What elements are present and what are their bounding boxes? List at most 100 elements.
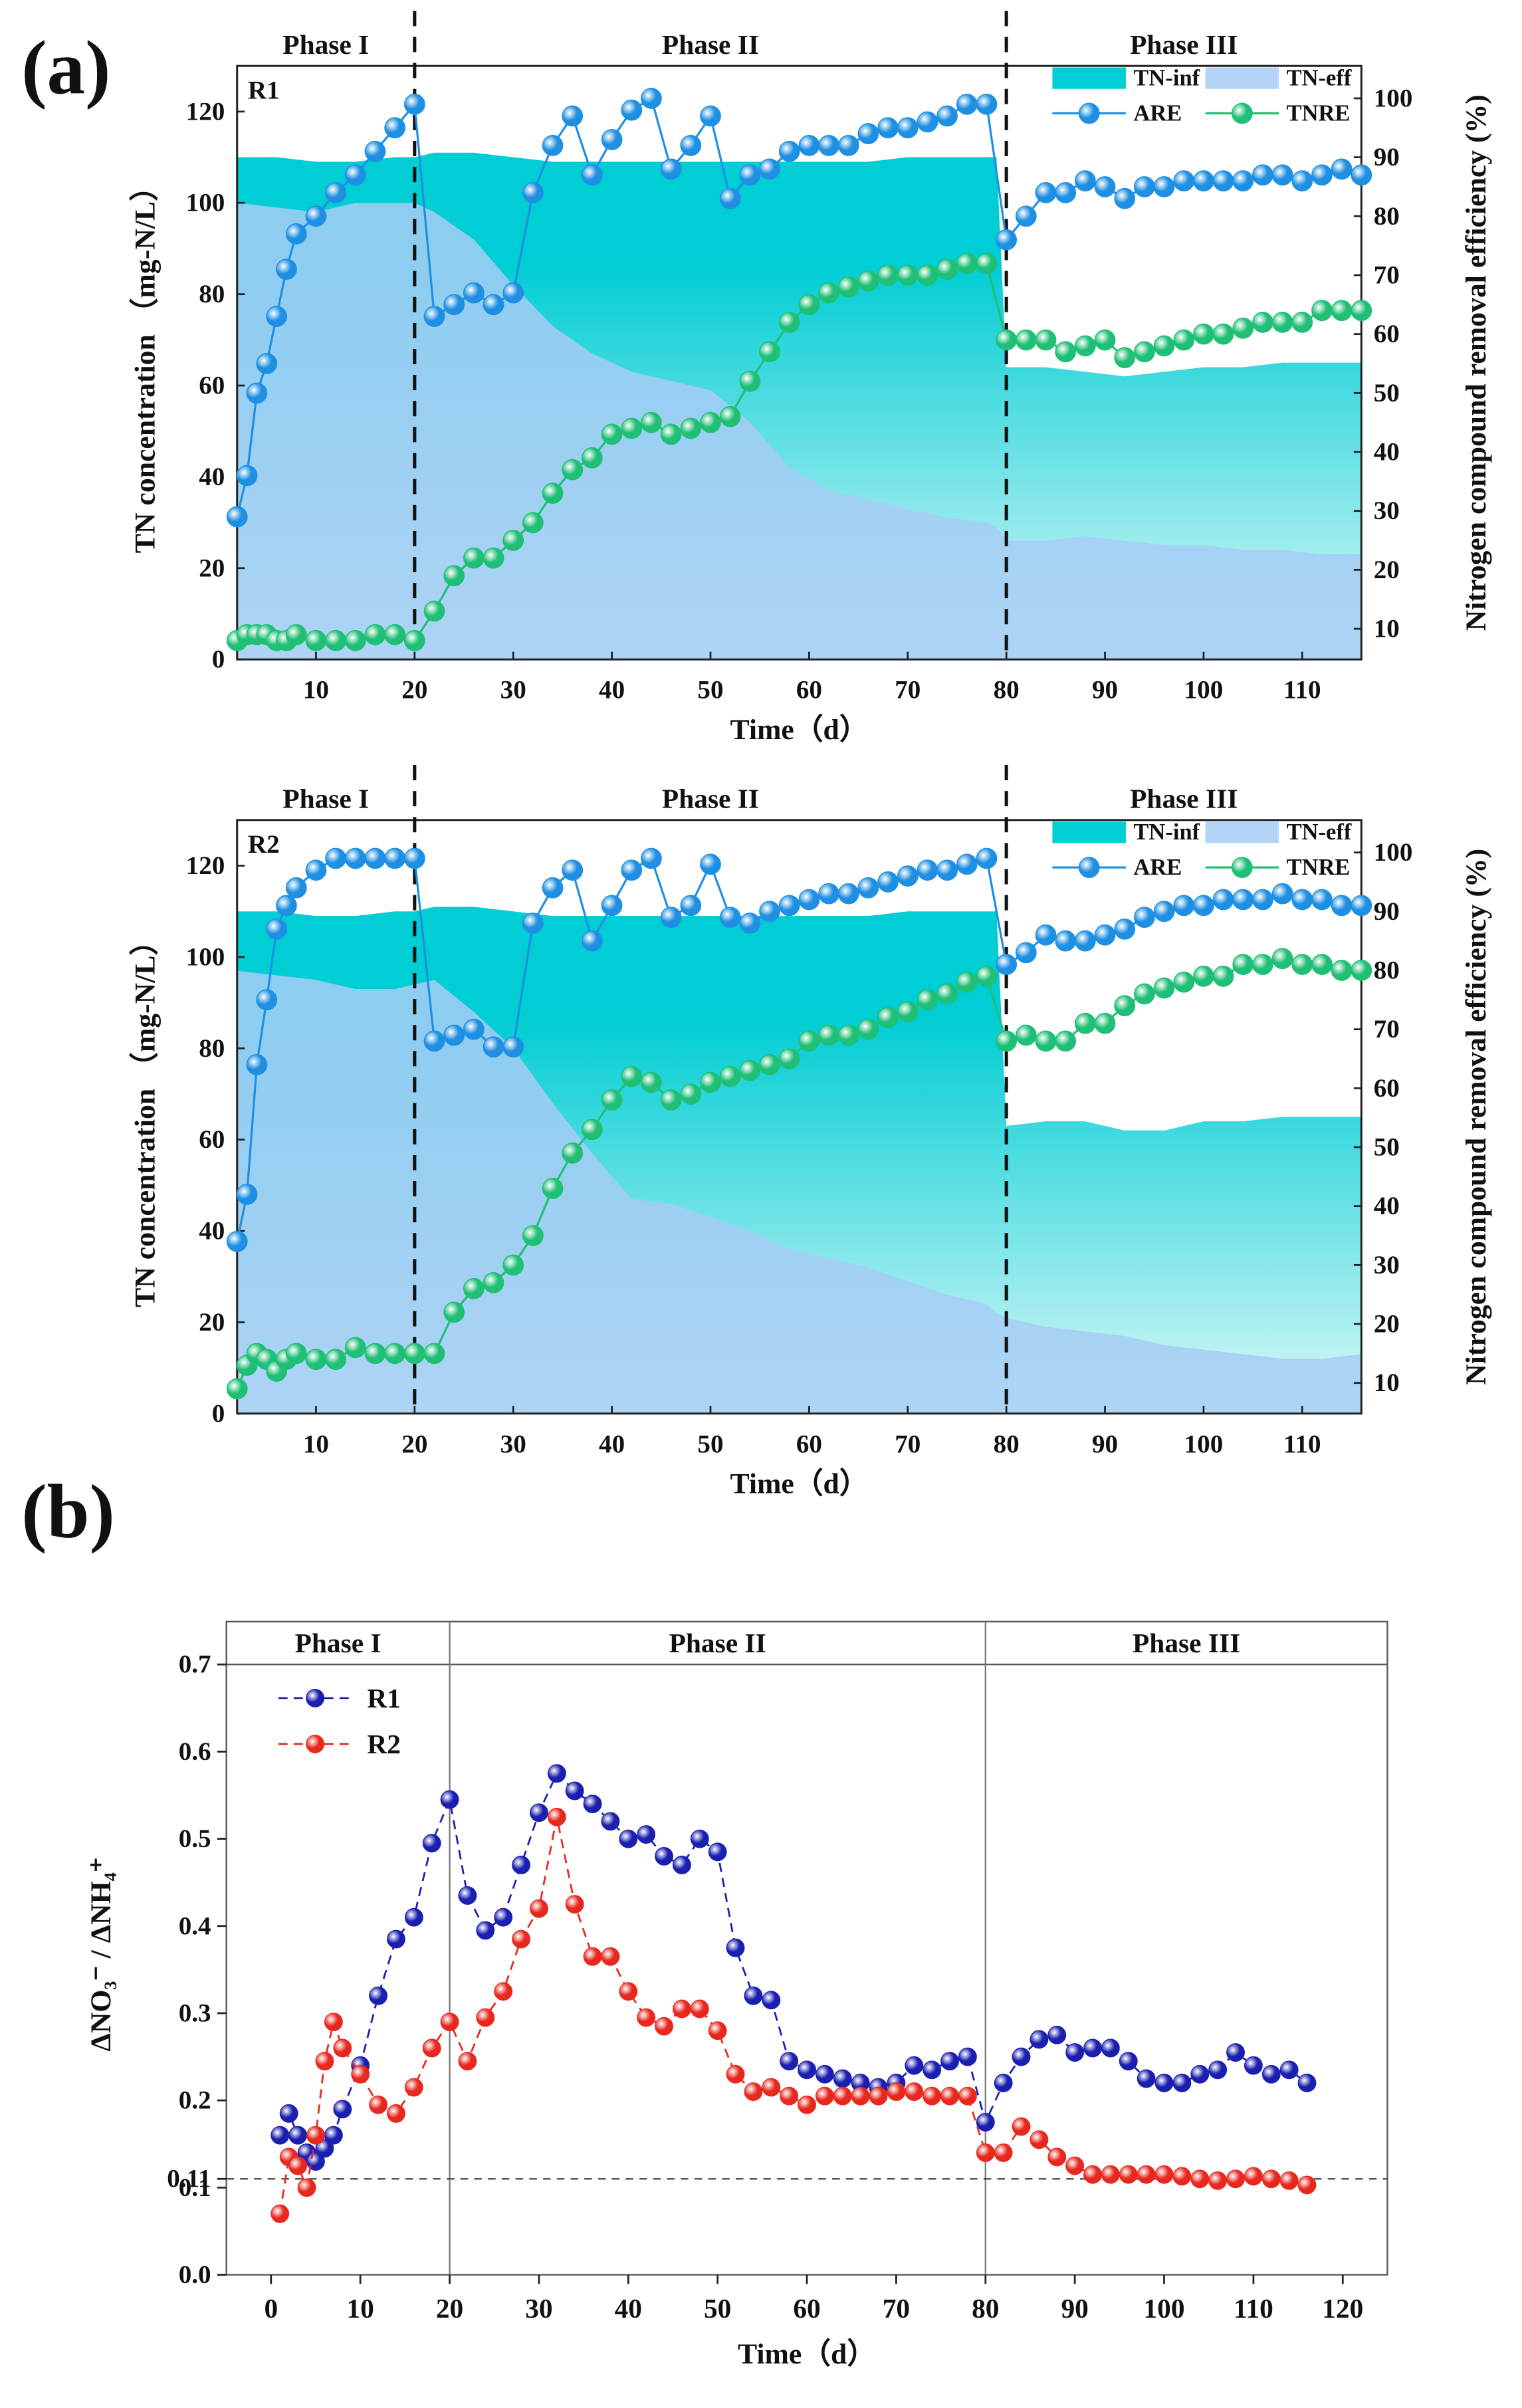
marker [522,181,544,203]
x-tick-label: 20 [436,2293,463,2324]
x-tick-label: 110 [1283,1430,1321,1458]
marker [423,306,445,327]
marker [1291,889,1313,911]
area [237,970,1362,1414]
marker [387,1929,405,1949]
marker [384,847,406,869]
marker [976,2143,995,2162]
marker [1153,335,1175,357]
marker [403,629,425,651]
marker [344,1337,366,1359]
marker [940,2086,959,2106]
legend-marker [1231,857,1253,879]
marker [956,971,978,993]
marker [582,447,603,469]
marker [917,859,938,881]
marker [494,1908,513,1927]
marker [996,229,1018,251]
marker [798,1030,820,1052]
marker [530,1803,548,1822]
marker [780,2052,799,2071]
plot-frame [236,64,1362,661]
marker [1311,954,1333,975]
marker [798,294,820,316]
marker [1261,2064,1281,2084]
marker [923,2060,942,2080]
marker [422,1834,441,1853]
marker [333,2038,352,2058]
marker [246,382,268,404]
marker [1252,164,1273,186]
y-tick-label: 0 [212,645,225,674]
y2-tick-label: 10 [1374,1368,1400,1397]
marker [708,2021,727,2040]
phase-label: Phase I [295,1628,381,1658]
marker [1173,971,1195,993]
marker [1232,170,1254,191]
marker [660,158,682,180]
marker [1035,924,1057,946]
legend-label: ARE [1133,855,1182,880]
marker [877,265,899,286]
marker [458,1886,477,1905]
marker [306,2126,325,2145]
marker [403,1343,425,1365]
marker [923,2086,942,2106]
marker [285,223,307,245]
marker [463,547,485,569]
marker [739,164,761,186]
phase-label: Phase I [282,784,369,814]
phase-label: Phase III [1133,1628,1240,1658]
marker [917,111,938,133]
marker [266,306,287,327]
x-tick-label: 110 [1234,2293,1273,2324]
marker [246,1053,268,1075]
marker [762,2078,781,2097]
marker [226,1378,248,1400]
y2-tick-label: 90 [1374,143,1400,171]
marker [1271,164,1293,186]
marker [315,2052,334,2071]
marker [680,895,702,917]
marker [1193,323,1214,345]
marker [778,895,800,917]
y2-tick-label: 80 [1374,956,1400,984]
x-tick-label: 100 [1184,676,1224,705]
marker [621,417,643,439]
marker [364,140,386,162]
marker [1331,960,1353,981]
marker [815,2064,834,2084]
marker [443,294,465,316]
marker [333,2100,352,2119]
marker [542,483,564,504]
marker [837,135,859,156]
marker [1311,164,1333,186]
marker [1193,170,1214,191]
marker [423,600,445,622]
marker [976,93,998,115]
marker [256,353,278,374]
marker [1101,2038,1120,2058]
marker [1252,954,1273,975]
marker [700,411,721,433]
marker [530,1899,548,1918]
marker [815,2086,834,2106]
y-tick-label: 0.11 [167,2165,211,2193]
y-tick-label: 60 [199,1125,225,1154]
marker [440,2013,459,2032]
y2-tick-label: 20 [1374,556,1400,584]
marker [522,1225,544,1246]
marker [305,205,327,227]
marker [672,1856,691,1874]
marker [1226,2043,1245,2062]
marker [851,2086,870,2106]
marker [1291,170,1313,191]
marker [719,907,741,929]
marker [226,1230,248,1252]
legend-swatch [1205,821,1279,843]
marker [542,135,564,156]
y2-tick-label: 50 [1374,379,1400,407]
marker [226,506,248,528]
marker [958,2047,977,2066]
marker [798,2095,816,2114]
